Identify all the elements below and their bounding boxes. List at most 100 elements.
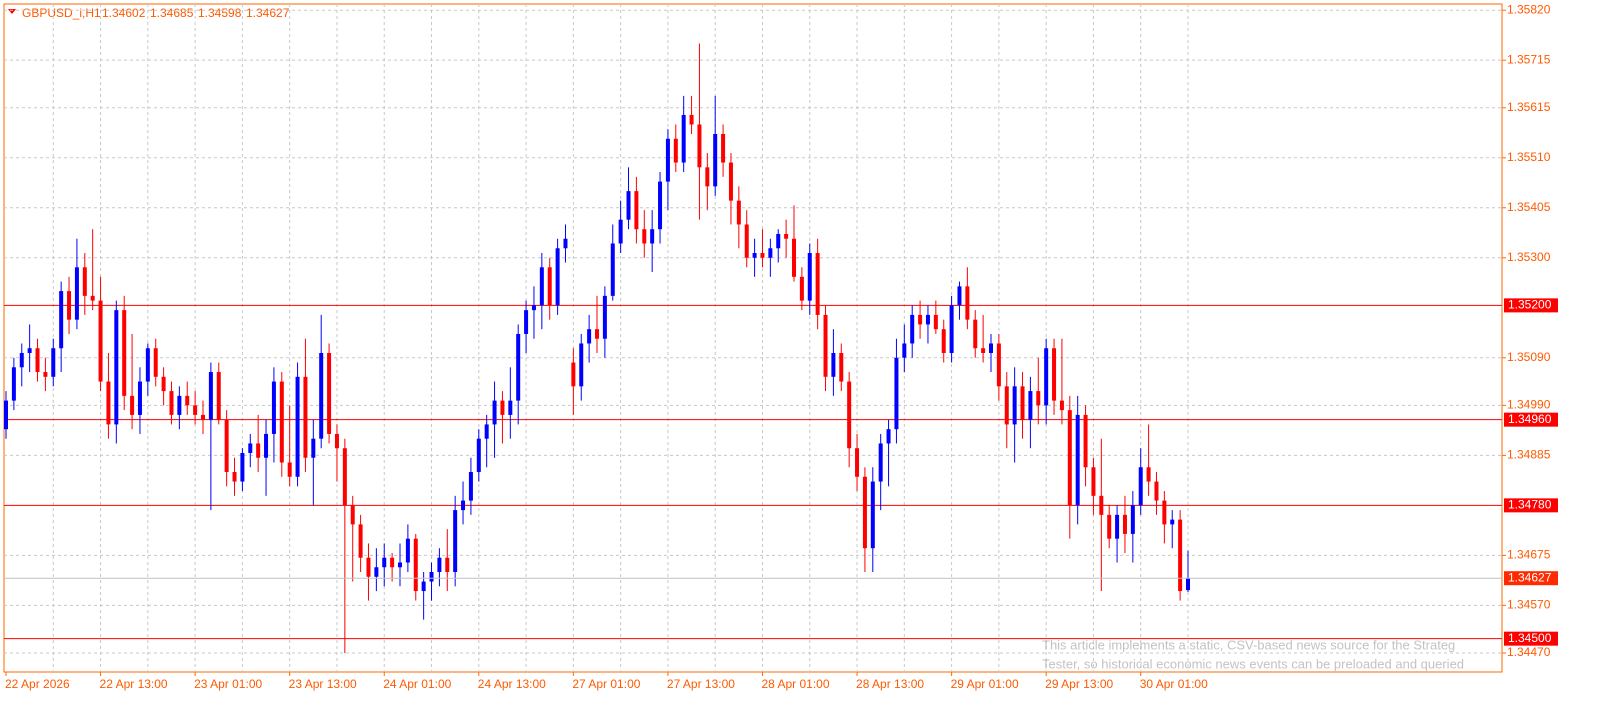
candle-body — [894, 357, 899, 430]
candle-body — [855, 448, 860, 477]
candle-body — [500, 400, 505, 415]
candle-body — [177, 395, 182, 415]
candle-body — [264, 433, 269, 458]
candle-body — [437, 557, 442, 573]
x-tick-label: 22 Apr 13:00 — [100, 677, 168, 691]
candle-body — [366, 557, 371, 577]
candle-body — [185, 395, 190, 406]
candle-body — [374, 567, 379, 577]
y-tick-label: 1.34885 — [1507, 448, 1551, 462]
candle-body — [1178, 519, 1183, 592]
candle-body — [1075, 414, 1080, 506]
candle-body — [1004, 386, 1009, 425]
candle-body — [208, 372, 213, 420]
candle-body — [98, 300, 103, 382]
bid-label: 1.34627 — [1508, 570, 1552, 584]
candle-body — [1138, 467, 1143, 506]
x-tick-label: 24 Apr 13:00 — [478, 677, 546, 691]
h-line-label-bg — [1504, 631, 1558, 646]
candle-body — [421, 581, 426, 592]
candle-body — [153, 348, 158, 377]
candle-body — [539, 267, 544, 306]
y-tick-label: 1.34470 — [1507, 645, 1551, 659]
symbol-label: GBPUSD_i,H1 — [22, 6, 101, 20]
candle-body — [59, 291, 64, 349]
candle-body — [768, 248, 773, 258]
candle-body — [295, 376, 300, 477]
candle-body — [713, 133, 718, 187]
candle-body — [981, 348, 986, 353]
candle-body — [728, 162, 733, 201]
candle-body — [941, 329, 946, 353]
candle-body — [571, 362, 576, 387]
candle-body — [445, 557, 450, 573]
h-line-label: 1.34960 — [1508, 412, 1552, 426]
candle-body — [169, 391, 174, 415]
candle-body — [193, 405, 198, 415]
bid-label-bg — [1504, 571, 1558, 586]
candle-body — [1083, 414, 1088, 468]
candle-body — [429, 572, 434, 582]
candle-body — [760, 253, 765, 258]
candle-body — [610, 243, 615, 296]
candle-body — [910, 314, 915, 344]
candle-body — [216, 372, 221, 420]
candle-body — [634, 191, 639, 230]
x-tick-label: 23 Apr 01:00 — [194, 677, 262, 691]
candle-body — [949, 305, 954, 353]
plot-frame — [3, 3, 1503, 673]
candle-body — [1162, 500, 1167, 525]
ohlc-close: 1.34627 — [246, 6, 290, 20]
candle-body — [595, 329, 599, 339]
candle-body — [776, 233, 781, 249]
candle-body — [334, 433, 339, 449]
y-tick-label: 1.35300 — [1507, 250, 1551, 264]
candle-body — [658, 181, 663, 230]
h-line-label-bg — [1504, 498, 1558, 513]
candle-body — [122, 310, 127, 396]
candle-body — [1059, 400, 1064, 411]
candle-body — [823, 314, 828, 377]
candle-body — [1012, 386, 1017, 425]
h-line-label: 1.34500 — [1508, 631, 1552, 645]
x-tick-label: 23 Apr 13:00 — [289, 677, 357, 691]
candle-body — [1052, 348, 1057, 401]
candle-body — [989, 343, 993, 353]
candle-body — [1020, 386, 1025, 420]
candle-body — [224, 419, 229, 473]
candle-body — [405, 538, 410, 563]
candle-body — [673, 138, 678, 163]
candle-body — [145, 348, 150, 382]
candle-body — [516, 333, 521, 401]
candle-body — [618, 219, 623, 244]
h-line-label: 1.34780 — [1508, 498, 1552, 512]
candle-body — [563, 238, 568, 249]
candle-body — [90, 295, 95, 301]
y-tick-label: 1.35615 — [1507, 100, 1551, 114]
candle-body — [965, 286, 970, 320]
candle-body — [996, 343, 1001, 387]
candle-body — [933, 314, 938, 330]
candle-body — [626, 191, 631, 220]
x-tick-label: 29 Apr 01:00 — [951, 677, 1019, 691]
candle-body — [744, 224, 749, 258]
candle-body — [311, 438, 316, 458]
candle-body — [1028, 391, 1033, 420]
candle-body — [957, 286, 962, 306]
candle-body — [902, 343, 907, 358]
candle-body — [19, 352, 24, 368]
news-overlay: Tester, so historical economic news even… — [1042, 656, 1464, 671]
x-tick-label: 28 Apr 01:00 — [761, 677, 829, 691]
candle-body — [878, 443, 883, 482]
candle-body — [1122, 514, 1127, 534]
candle-body — [161, 376, 166, 392]
candle-body — [256, 443, 261, 458]
candle-body — [736, 200, 741, 225]
candle-body — [1099, 495, 1104, 515]
y-tick-label: 1.35510 — [1507, 150, 1551, 164]
candle-body — [602, 295, 607, 339]
candle-body — [1154, 481, 1159, 501]
h-line-label: 1.35200 — [1508, 298, 1552, 312]
